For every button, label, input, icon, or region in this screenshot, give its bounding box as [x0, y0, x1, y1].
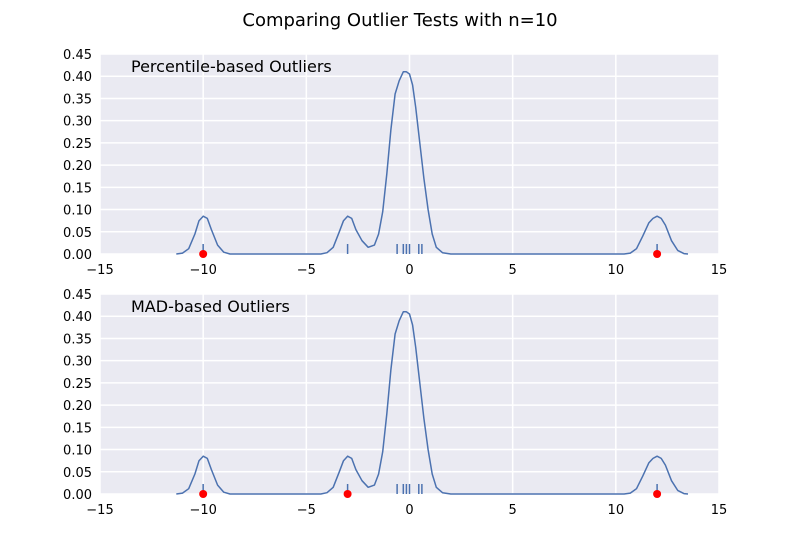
y-tick-label: 0.10 — [63, 444, 92, 459]
y-tick-label: 0.05 — [63, 226, 92, 241]
x-tick-label: −5 — [297, 263, 316, 278]
x-tick-label: −10 — [189, 263, 216, 278]
outlier-point — [343, 490, 352, 498]
x-tick-label: −10 — [189, 503, 216, 518]
x-tick-label: 5 — [509, 263, 517, 278]
x-tick-label: 10 — [608, 263, 625, 278]
x-tick-label: 0 — [405, 263, 413, 278]
y-tick-label: 0.20 — [63, 399, 92, 414]
x-tick-label: 0 — [405, 503, 413, 518]
x-tick-label: −15 — [86, 263, 113, 278]
outlier-point — [653, 490, 662, 498]
panel-title: Percentile-based Outliers — [131, 57, 332, 76]
y-tick-label: 0.25 — [63, 137, 92, 152]
y-tick-label: 0.35 — [63, 92, 92, 107]
y-tick-label: 0.45 — [63, 288, 92, 303]
y-tick-label: 0.00 — [63, 488, 92, 503]
y-tick-label: 0.35 — [63, 332, 92, 347]
x-tick-label: 10 — [608, 503, 625, 518]
y-tick-label: 0.30 — [63, 355, 92, 370]
x-tick-label: 5 — [509, 503, 517, 518]
density-line — [176, 71, 689, 255]
mad-outliers-panel: −15 −10 −5 0 5 10 15 0.00 0.05 0.10 0.15 0.20 0.25 0.… — [63, 288, 727, 518]
y-tick-label: 0.45 — [63, 48, 92, 63]
y-tick-label: 0.15 — [63, 421, 92, 436]
x-tick-label: −5 — [297, 503, 316, 518]
y-tick-label: 0.05 — [63, 466, 92, 481]
y-tick-label: 0.20 — [63, 159, 92, 174]
x-tick-label: −15 — [86, 503, 113, 518]
y-tick-label: 0.00 — [63, 248, 92, 263]
figure-title: Comparing Outlier Tests with n=10 — [242, 10, 557, 31]
y-tick-label: 0.40 — [63, 310, 92, 325]
x-tick-label: 15 — [711, 503, 728, 518]
outlier-point — [199, 250, 208, 258]
panel-title: MAD-based Outliers — [131, 297, 290, 316]
y-tick-label: 0.10 — [63, 204, 92, 219]
y-tick-label: 0.30 — [63, 115, 92, 130]
y-tick-label: 0.25 — [63, 377, 92, 392]
density-line — [176, 311, 689, 495]
outlier-point — [653, 250, 662, 258]
y-tick-label: 0.15 — [63, 181, 92, 196]
percentile-outliers-panel: −15 −10 −5 0 5 10 15 0.00 0.05 0.10 0.15 0.20 0.25 0.… — [63, 48, 727, 278]
outlier-point — [199, 490, 208, 498]
y-tick-label: 0.40 — [63, 70, 92, 85]
x-tick-label: 15 — [711, 263, 728, 278]
